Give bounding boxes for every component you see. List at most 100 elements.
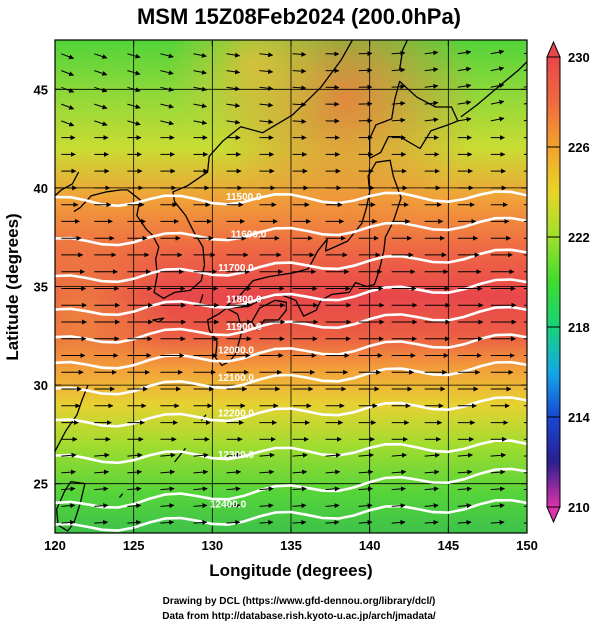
y-tick-labels: 25 30 35 40 45 [34,82,48,491]
wind-arrow [292,469,308,475]
wind-arrow [94,70,108,76]
wind-arrow [127,519,142,525]
wind-arrow [226,486,241,492]
wind-arrow [457,49,472,55]
wind-arrow [61,70,75,77]
coast-tsushima [199,294,204,305]
contour-label: 11700.0 [218,263,254,274]
wind-arrow [259,68,274,74]
wind-arrow [457,83,472,89]
contour-line [55,216,527,247]
wind-arrow [523,455,527,457]
coast-russia [222,40,353,142]
x-tick-label: 125 [123,538,145,553]
wind-arrow [523,69,527,72]
wind-arrow [193,452,209,458]
wind-arrow [325,469,341,475]
coast-amami [118,493,124,498]
wind-arrow [160,53,174,59]
wind-arrow [94,53,108,59]
wind-arrow [490,66,505,72]
wind-arrow [325,503,340,509]
wind-arrow [259,85,274,91]
wind-arrow [424,83,439,89]
wind-arrow [424,100,439,106]
y-tick-label: 35 [34,280,48,295]
wind-arrow [160,519,175,525]
y-tick-label: 30 [34,378,48,393]
wind-arrow [193,120,208,126]
contour-line [55,248,527,284]
wind-arrow [160,103,174,109]
x-tick-label: 150 [516,538,538,553]
y-axis-label: Latitude (degrees) [3,213,22,360]
wind-arrow [127,120,141,126]
wind-arrow [94,519,109,525]
wind-arrow [127,469,142,475]
wind-arrow [160,503,175,509]
wind-arrow [259,486,274,492]
wind-arrow [490,83,505,89]
wind-arrow [457,116,472,122]
contour-line [55,396,527,428]
wind-arrow [523,488,527,491]
colorbar-tick-label: 210 [568,500,590,515]
wind-arrow [424,50,439,56]
coast-sakhalin [398,40,408,70]
wind-arrow [391,503,406,509]
wind-arrow [94,452,110,458]
wind-arrow [424,67,439,73]
wind-arrow [61,469,76,475]
contour-line [55,333,527,370]
wind-arrow [292,51,307,57]
wind-arrow [490,452,507,458]
wind-arrow [61,503,76,509]
wind-arrow [292,519,307,525]
x-tick-label: 130 [201,538,223,553]
coast-hokkaido [369,80,459,159]
wind-arrow [523,505,527,507]
wind-arrow [391,469,407,475]
wind-arrow [193,519,208,525]
wind-arrow [259,102,274,108]
contour-line [55,190,527,208]
wind-arrow [259,52,274,58]
wind-arrow [61,452,77,458]
x-tick-label: 135 [280,538,302,553]
wind-arrow [259,519,274,525]
wind-arrow [457,66,472,72]
wind-arrow [391,100,406,106]
height-contours [55,190,527,532]
wind-arrow [127,53,141,59]
y-tick-label: 25 [34,477,48,492]
wind-arrow [490,519,505,525]
colorbar-scale [546,56,561,508]
y-tick-label: 45 [34,82,48,97]
wind-arrow [424,486,439,492]
coast-jeju [152,317,165,323]
colorbar-max-extend [546,40,561,58]
wind-arrow [391,50,406,56]
contour-label: 12100.0 [218,373,255,384]
wind-arrow [226,503,241,509]
colorbar-tick-label: 222 [568,230,590,245]
wind-arrow [523,102,527,105]
wind-arrow [424,117,439,123]
wind-arrow [193,52,207,58]
wind-arrow [490,503,505,509]
colorbar-tick-label: 218 [568,320,590,335]
colorbar-tick-label: 230 [568,50,590,65]
wind-arrow [193,469,209,475]
wind-arrow [160,486,175,492]
wind-arrow [259,503,274,509]
wind-arrow [457,519,472,525]
wind-arrow [424,519,439,525]
wind-arrow [193,86,207,92]
wind-arrow [127,86,141,93]
wind-arrow [490,49,505,55]
contour-line [55,360,527,396]
wind-arrow [457,452,473,458]
wind-arrow [127,503,142,509]
wind-arrow [226,119,241,125]
